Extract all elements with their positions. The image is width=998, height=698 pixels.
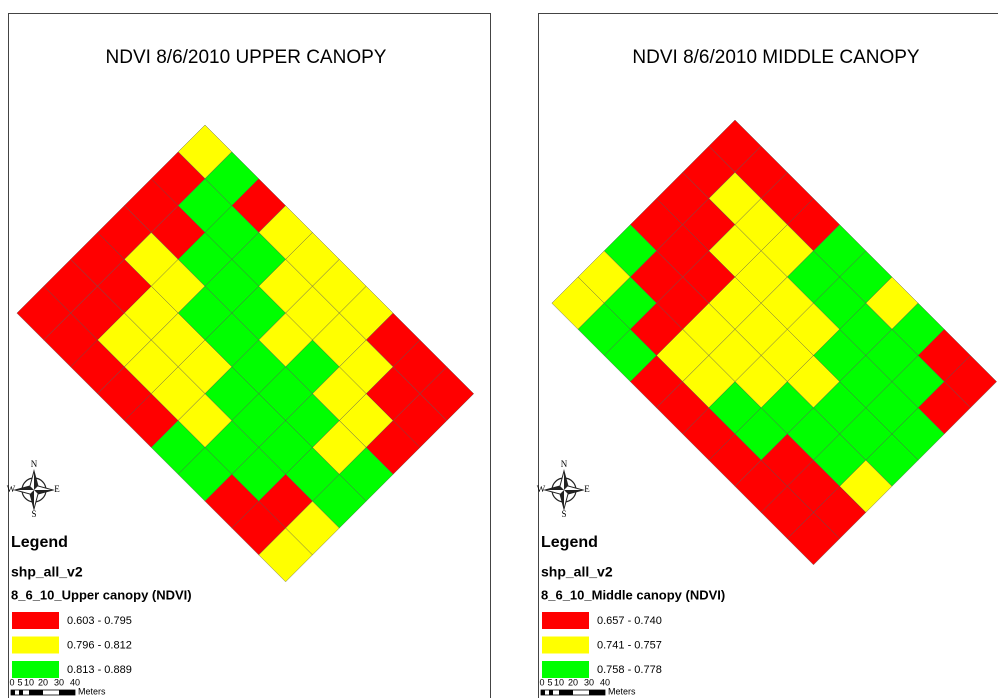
scale-label: 20 <box>38 677 48 687</box>
compass-e: E <box>54 484 60 494</box>
compass-s: S <box>31 509 36 519</box>
grid-cell <box>258 527 313 583</box>
scale-label: 0 <box>539 677 544 687</box>
legend-field: 8_6_10_Middle canopy (NDVI) <box>541 587 725 602</box>
legend-swatch <box>12 661 59 678</box>
north-arrow: N S E W <box>7 459 61 519</box>
scale-segment <box>549 690 553 695</box>
scale-unit: Meters <box>78 686 106 696</box>
scale-label: 10 <box>554 677 564 687</box>
legend-swatch <box>542 636 589 654</box>
north-arrow: N S E W <box>537 459 591 519</box>
legend-swatch <box>542 612 589 629</box>
legend-field: 8_6_10_Upper canopy (NDVI) <box>11 587 192 602</box>
legend-label: 0.741 - 0.757 <box>597 639 662 651</box>
legend-layer: shp_all_v2 <box>541 564 613 580</box>
scale-segment <box>11 690 15 695</box>
cell-grid <box>16 124 474 583</box>
scale-unit: Meters <box>608 686 636 696</box>
scale-label: 30 <box>584 677 594 687</box>
compass-s: S <box>561 509 566 519</box>
scale-label: 0 <box>9 677 14 687</box>
scale-segment <box>59 690 75 695</box>
legend-layer: shp_all_v2 <box>11 564 83 580</box>
cell-grid <box>551 119 997 566</box>
compass-w: W <box>7 484 16 494</box>
scale-segment <box>589 690 605 695</box>
legend-label: 0.813 - 0.889 <box>67 664 132 676</box>
legend-label: 0.603 - 0.795 <box>67 615 132 627</box>
panel-frame <box>8 13 491 698</box>
compass-n: N <box>31 459 38 469</box>
compass-n: N <box>561 459 568 469</box>
map-title: NDVI 8/6/2010 UPPER CANOPY <box>106 47 387 68</box>
scale-label: 5 <box>17 677 22 687</box>
legend-label: 0.796 - 0.812 <box>67 639 132 651</box>
scale-label: 40 <box>600 677 610 687</box>
map-panel: NDVI 8/6/2010 UPPER CANOPY N S E W Legend shp_… <box>7 13 491 698</box>
compass-fill <box>545 471 583 509</box>
scale-segment <box>29 690 43 695</box>
map-panel: NDVI 8/6/2010 MIDDLE CANOPY N S E W Legend shp… <box>537 13 998 698</box>
legend-label: 0.758 - 0.778 <box>597 664 662 676</box>
scale-label: 30 <box>54 677 64 687</box>
legend-title: Legend <box>541 534 598 551</box>
grid-cell <box>787 512 840 566</box>
legend-label: 0.657 - 0.740 <box>597 615 662 627</box>
scale-segment <box>541 690 545 695</box>
panel-frame <box>538 13 998 698</box>
legend-swatch <box>12 636 59 654</box>
scale-label: 20 <box>568 677 578 687</box>
scale-label: 40 <box>70 677 80 687</box>
scale-label: 10 <box>24 677 34 687</box>
compass-fill <box>15 471 53 509</box>
scale-label: 5 <box>547 677 552 687</box>
legend-swatch <box>542 661 589 678</box>
scale-segment <box>19 690 23 695</box>
scale-segment <box>559 690 573 695</box>
map-title: NDVI 8/6/2010 MIDDLE CANOPY <box>632 47 920 68</box>
legend-title: Legend <box>11 534 68 551</box>
compass-e: E <box>584 484 590 494</box>
legend-swatch <box>12 612 59 629</box>
compass-w: W <box>537 484 546 494</box>
